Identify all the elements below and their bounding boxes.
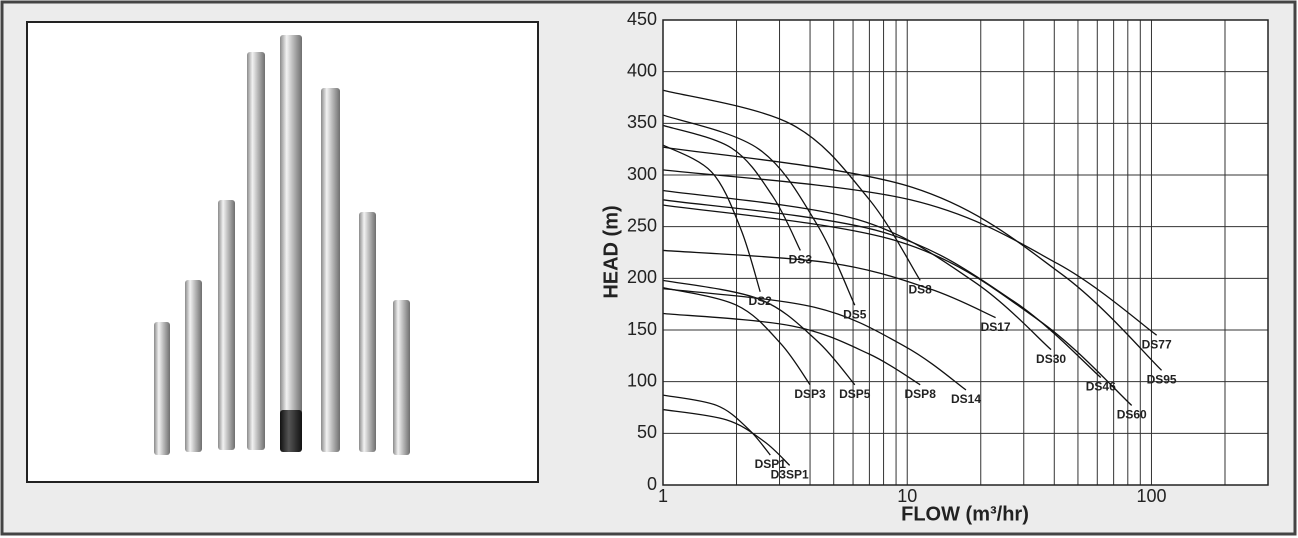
curve-label: DS17 <box>981 320 1011 334</box>
curve <box>662 249 996 319</box>
curve-label: DSP3 <box>794 387 826 401</box>
chart: 0 50 100 150 200 250 300 350 400 450 1 10 100 DSP1D3S… <box>627 9 1268 506</box>
y-tick-label: 350 <box>627 112 657 132</box>
curve <box>662 169 1158 336</box>
curve-label: DSP8 <box>905 387 937 401</box>
curve <box>662 189 1052 351</box>
x-axis-label: FLOW (m³/hr) <box>901 503 1029 525</box>
curve-label: DS95 <box>1147 372 1177 386</box>
curve <box>662 394 771 456</box>
y-tick-label: 0 <box>647 474 657 494</box>
pump <box>321 88 340 452</box>
curve <box>662 89 921 281</box>
curve-label: DS5 <box>843 307 867 321</box>
curve-label: DSP5 <box>839 387 871 401</box>
y-tick-label: 100 <box>627 370 657 390</box>
curve-label: DSP1 <box>755 457 787 471</box>
pump <box>280 35 302 415</box>
curve-label: DS2 <box>749 294 773 308</box>
y-tick-label: 450 <box>627 9 657 29</box>
curve <box>662 144 761 292</box>
y-tick-label: 150 <box>627 319 657 339</box>
pump <box>393 300 410 455</box>
curve-label: D3SP1 <box>771 468 809 482</box>
curve <box>662 279 856 386</box>
curve <box>662 146 1163 371</box>
curve <box>662 288 967 391</box>
y-tick-label: 50 <box>637 422 657 442</box>
pump <box>359 212 376 452</box>
curve <box>662 114 856 306</box>
pump <box>154 322 170 455</box>
y-tick-label: 200 <box>627 267 657 287</box>
x-tick-label: 10 <box>897 486 917 506</box>
y-tick-label: 400 <box>627 60 657 80</box>
pump-motor <box>280 410 302 452</box>
curve-label: DS30 <box>1036 352 1066 366</box>
pump <box>247 52 265 450</box>
curve-label: DS46 <box>1086 380 1116 394</box>
y-tick-label: 300 <box>627 164 657 184</box>
plot-frame <box>662 19 1269 486</box>
x-tick-label: 100 <box>1136 486 1166 506</box>
curve <box>662 124 801 251</box>
plot-area <box>663 20 1268 485</box>
product-photo <box>26 21 539 483</box>
curve <box>662 287 811 386</box>
curve <box>662 408 791 466</box>
curve-label: DS77 <box>1142 337 1172 351</box>
y-axis-label: HEAD (m) <box>600 205 622 298</box>
curve-label: DS14 <box>951 392 981 406</box>
curve <box>662 199 1102 379</box>
pump <box>218 200 235 450</box>
y-tick-label: 250 <box>627 215 657 235</box>
curve <box>662 204 1133 406</box>
curve-label: DS8 <box>909 283 933 297</box>
pump <box>185 280 202 452</box>
curve-label: DS60 <box>1117 408 1147 422</box>
curve <box>662 312 921 386</box>
x-tick-label: 1 <box>658 486 668 506</box>
